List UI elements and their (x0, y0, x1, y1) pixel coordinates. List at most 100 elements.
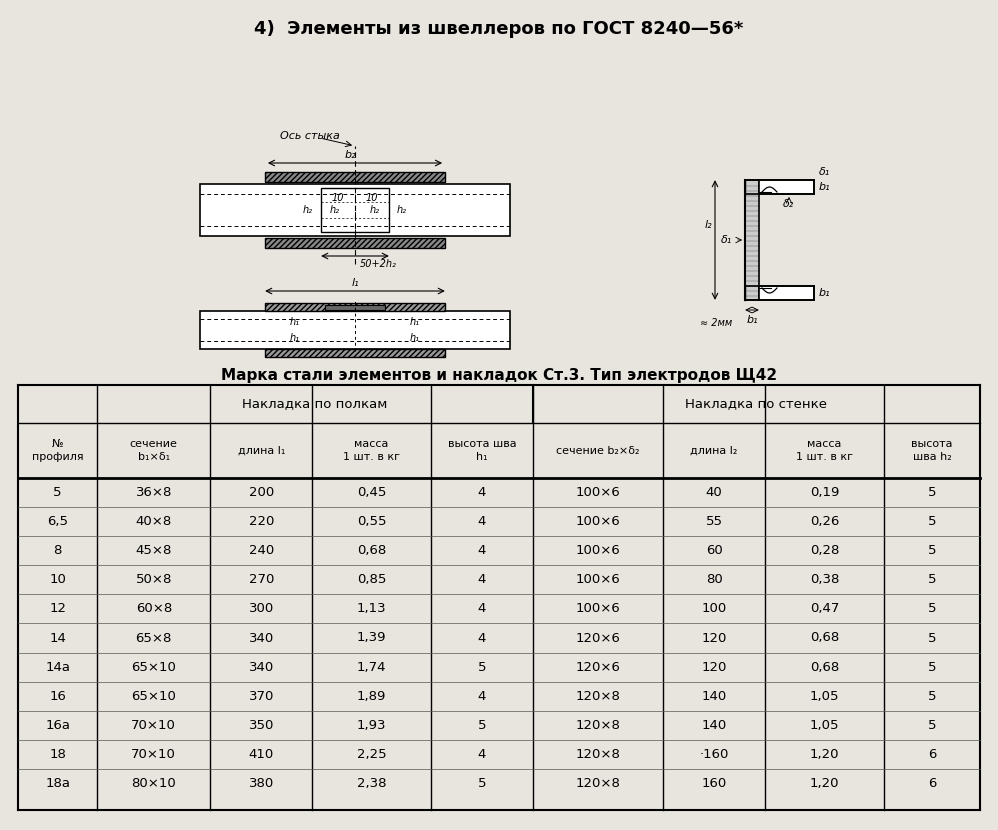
Text: 1,89: 1,89 (357, 690, 386, 703)
Text: 0,68: 0,68 (809, 661, 839, 674)
Text: 4: 4 (478, 515, 486, 528)
Text: 10: 10 (365, 193, 378, 203)
Text: 60: 60 (706, 544, 723, 557)
Text: 60×8: 60×8 (136, 603, 172, 615)
Text: масса
1 шт. в кг: масса 1 шт. в кг (343, 439, 400, 462)
Text: 0,85: 0,85 (357, 574, 386, 586)
Text: 0,38: 0,38 (809, 574, 839, 586)
Text: ≈ 2мм: ≈ 2мм (700, 318, 733, 328)
Text: 4: 4 (478, 690, 486, 703)
Text: высота
шва h₂: высота шва h₂ (911, 439, 953, 462)
Text: l₂: l₂ (705, 220, 712, 230)
Text: 380: 380 (249, 777, 274, 790)
Text: 0,47: 0,47 (809, 603, 839, 615)
Text: 8: 8 (54, 544, 62, 557)
Text: 6,5: 6,5 (47, 515, 68, 528)
Text: 340: 340 (249, 661, 274, 674)
Text: h₁: h₁ (410, 317, 420, 327)
Text: 1,20: 1,20 (809, 748, 839, 761)
Bar (265, 349, 445, 357)
Text: 120×6: 120×6 (576, 632, 621, 645)
Text: h₁: h₁ (290, 317, 300, 327)
Text: 5: 5 (53, 486, 62, 499)
Text: 0,45: 0,45 (357, 486, 386, 499)
Text: 340: 340 (249, 632, 274, 645)
Text: h₂: h₂ (397, 205, 407, 215)
Text: h₁: h₁ (410, 333, 420, 343)
Text: 100×6: 100×6 (576, 574, 621, 586)
Text: 1,13: 1,13 (357, 603, 386, 615)
Text: 2,25: 2,25 (357, 748, 386, 761)
Text: 14: 14 (49, 632, 66, 645)
Text: высота шва
h₁: высота шва h₁ (448, 439, 516, 462)
Text: 45×8: 45×8 (136, 544, 172, 557)
Text: сечение b₂×δ₂: сечение b₂×δ₂ (556, 446, 640, 456)
Text: 140: 140 (702, 690, 727, 703)
Text: 6: 6 (928, 777, 936, 790)
Text: 1,74: 1,74 (357, 661, 386, 674)
Text: 80: 80 (706, 574, 723, 586)
Bar (265, 303, 445, 311)
Text: 100×6: 100×6 (576, 603, 621, 615)
Text: δ₂: δ₂ (783, 199, 794, 209)
Text: 2,38: 2,38 (357, 777, 386, 790)
Text: h₁: h₁ (290, 333, 300, 343)
Text: 410: 410 (249, 748, 274, 761)
Text: Накладка по полкам: Накладка по полкам (243, 398, 388, 411)
Text: 5: 5 (928, 486, 936, 499)
Text: 300: 300 (249, 603, 274, 615)
Text: b₂: b₂ (344, 150, 356, 160)
Text: δ₁: δ₁ (722, 235, 733, 245)
Text: 4: 4 (478, 486, 486, 499)
Text: 120×8: 120×8 (576, 748, 621, 761)
Text: 16а: 16а (45, 719, 70, 732)
Text: b₁: b₁ (819, 182, 830, 192)
Bar (265, 172, 445, 182)
Text: 10: 10 (331, 193, 344, 203)
Text: 5: 5 (478, 777, 486, 790)
Text: 50+2h₂: 50+2h₂ (360, 259, 397, 269)
Bar (325, 305, 385, 310)
Text: 100×6: 100×6 (576, 486, 621, 499)
Text: 5: 5 (928, 603, 936, 615)
Bar (745, 180, 759, 300)
Text: 4: 4 (478, 748, 486, 761)
Text: длина l₁: длина l₁ (238, 446, 285, 456)
Text: Ось стыка: Ось стыка (280, 131, 340, 141)
Text: h₂: h₂ (370, 205, 380, 215)
Text: 1,05: 1,05 (809, 719, 839, 732)
Text: 160: 160 (702, 777, 727, 790)
Text: 100: 100 (702, 603, 727, 615)
Text: 4: 4 (478, 632, 486, 645)
Text: 4)  Элементы из швеллеров по ГОСТ 8240—56*: 4) Элементы из швеллеров по ГОСТ 8240—56… (254, 20, 744, 38)
Text: Марка стали элементов и накладок Ст.3. Тип электродов Щ42: Марка стали элементов и накладок Ст.3. Т… (221, 368, 777, 383)
Text: 4: 4 (478, 574, 486, 586)
Text: №
профиля: № профиля (32, 439, 84, 462)
Bar (200, 184, 510, 236)
Bar (200, 311, 510, 349)
Text: ·160: ·160 (700, 748, 729, 761)
Text: 120: 120 (702, 632, 727, 645)
Text: 120×8: 120×8 (576, 719, 621, 732)
Text: 55: 55 (706, 515, 723, 528)
Text: масса
1 шт. в кг: масса 1 шт. в кг (795, 439, 853, 462)
Text: 0,28: 0,28 (809, 544, 839, 557)
Text: 1,93: 1,93 (357, 719, 386, 732)
Text: 140: 140 (702, 719, 727, 732)
Text: 5: 5 (928, 719, 936, 732)
Text: 65×10: 65×10 (132, 661, 177, 674)
Text: b₁: b₁ (747, 315, 757, 325)
Text: 5: 5 (928, 515, 936, 528)
Text: 120×8: 120×8 (576, 777, 621, 790)
Text: 5: 5 (928, 574, 936, 586)
Text: 370: 370 (249, 690, 274, 703)
Text: 5: 5 (478, 661, 486, 674)
Text: 4: 4 (478, 603, 486, 615)
Text: 0,19: 0,19 (809, 486, 839, 499)
Text: l₁: l₁ (351, 278, 359, 288)
Text: 10: 10 (49, 574, 66, 586)
Text: сечение
b₁×δ₁: сечение b₁×δ₁ (130, 439, 178, 462)
Text: Накладка по стенке: Накладка по стенке (686, 398, 827, 411)
Text: 16: 16 (49, 690, 66, 703)
Text: 240: 240 (249, 544, 274, 557)
